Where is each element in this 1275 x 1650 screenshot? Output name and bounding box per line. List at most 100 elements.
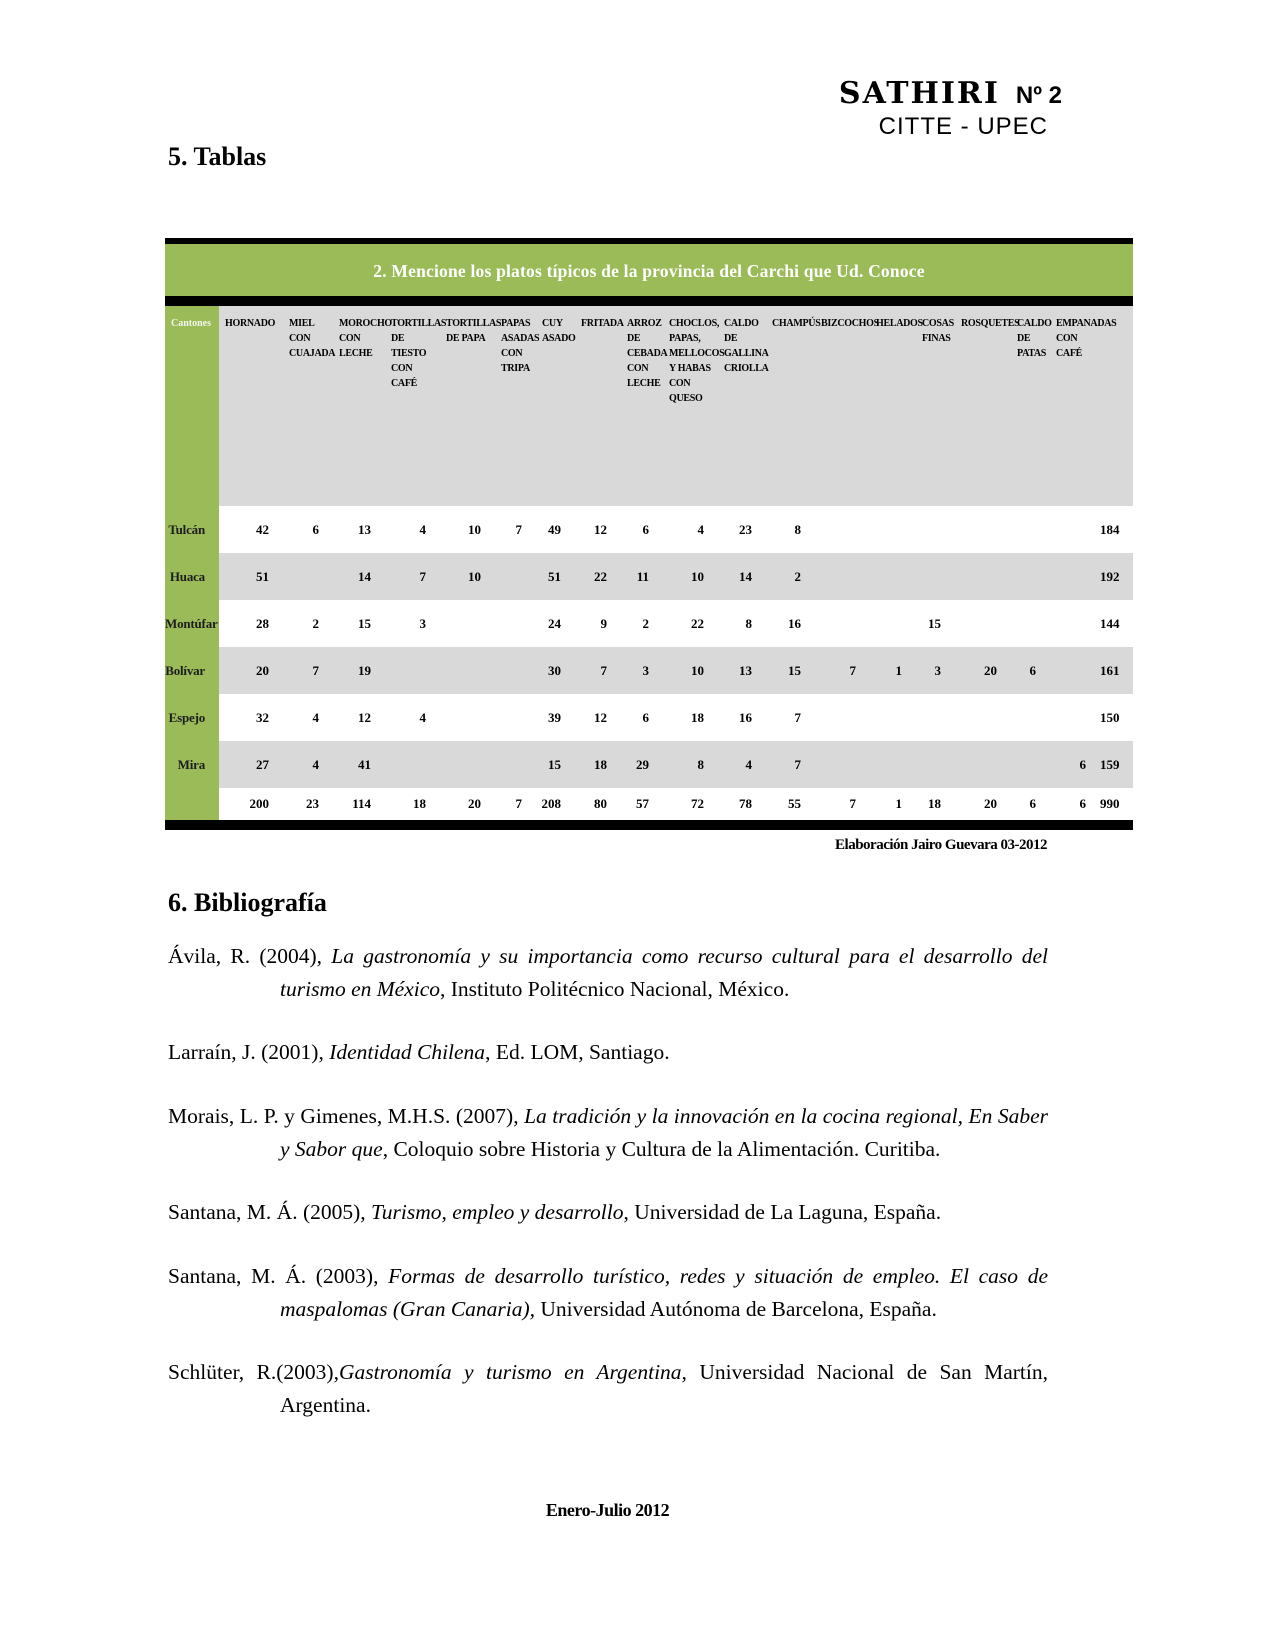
column-total-cell: 6 bbox=[1050, 788, 1100, 820]
data-cell: 4 bbox=[283, 694, 333, 741]
data-cell: 18 bbox=[663, 694, 718, 741]
column-header: HORNADO bbox=[219, 306, 283, 506]
data-cell bbox=[815, 694, 870, 741]
data-cell bbox=[870, 741, 916, 788]
data-cell bbox=[955, 506, 1011, 553]
row-label: Huaca bbox=[165, 553, 219, 600]
data-cell: 6 bbox=[283, 506, 333, 553]
data-cell: 13 bbox=[333, 506, 385, 553]
data-cell: 20 bbox=[219, 647, 283, 694]
bib-text: Larraín, J. (2001), bbox=[168, 1040, 330, 1065]
data-cell bbox=[955, 694, 1011, 741]
data-cell: 7 bbox=[385, 553, 440, 600]
data-cell: 3 bbox=[916, 647, 955, 694]
row-total-cell: 150 bbox=[1100, 694, 1133, 741]
data-cell bbox=[955, 553, 1011, 600]
running-head: SATHIRI Nº 2 CITTE - UPEC bbox=[839, 76, 1062, 141]
row-label bbox=[165, 788, 219, 820]
data-cell: 41 bbox=[333, 741, 385, 788]
data-cell bbox=[916, 553, 955, 600]
header-row: Cantones HORNADO MIEL CON CUAJADA MOROCHO C… bbox=[165, 306, 1133, 506]
data-cell: 20 bbox=[955, 647, 1011, 694]
data-cell: 6 bbox=[1050, 741, 1100, 788]
data-cell bbox=[495, 647, 536, 694]
data-cell: 1 bbox=[870, 647, 916, 694]
data-cell bbox=[916, 741, 955, 788]
bib-text: Universidad Nacional de San Martín, Arge… bbox=[280, 1360, 1048, 1418]
column-total-cell: 208 bbox=[536, 788, 575, 820]
data-cell: 7 bbox=[283, 647, 333, 694]
data-cell bbox=[870, 506, 916, 553]
data-cell: 3 bbox=[621, 647, 663, 694]
column-total-cell: 6 bbox=[1011, 788, 1050, 820]
data-cell: 23 bbox=[718, 506, 766, 553]
bibliography: Ávila, R. (2004), La gastronomía y su im… bbox=[168, 940, 1048, 1453]
column-total-cell: 114 bbox=[333, 788, 385, 820]
data-cell bbox=[955, 741, 1011, 788]
data-cell bbox=[815, 741, 870, 788]
column-header: CUY ASADO bbox=[536, 306, 576, 506]
bib-text: , Universidad de La Laguna, España. bbox=[623, 1200, 942, 1225]
issue-number: Nº 2 bbox=[1015, 82, 1062, 109]
institution-name: CITTE - UPEC bbox=[878, 113, 1048, 140]
column-total-cell: 57 bbox=[621, 788, 663, 820]
bib-work-title: Gastronomía y turismo en Argentina, bbox=[338, 1360, 687, 1385]
table-row: Mira 27 4 41 15 18 29 8 4 7 6 159 bbox=[165, 741, 1133, 788]
table-credit: Elaboración Jairo Guevara 03-2012 bbox=[835, 837, 1047, 853]
data-cell bbox=[385, 741, 440, 788]
column-total-cell: 7 bbox=[815, 788, 870, 820]
data-cell: 10 bbox=[440, 553, 495, 600]
column-total-cell: 20 bbox=[440, 788, 495, 820]
data-cell: 15 bbox=[333, 600, 385, 647]
data-cell bbox=[495, 694, 536, 741]
column-total-cell: 18 bbox=[916, 788, 955, 820]
data-cell bbox=[283, 553, 333, 600]
column-header: BIZCOCHOS bbox=[815, 306, 879, 506]
data-cell: 15 bbox=[536, 741, 575, 788]
data-cell: 42 bbox=[219, 506, 283, 553]
data-cell: 3 bbox=[385, 600, 440, 647]
data-cell: 4 bbox=[385, 506, 440, 553]
data-cell: 51 bbox=[219, 553, 283, 600]
data-cell: 18 bbox=[575, 741, 621, 788]
section-heading-bibliografia: 6. Bibliografía bbox=[168, 888, 327, 917]
column-total-cell: 78 bbox=[718, 788, 766, 820]
table-title-separator bbox=[165, 296, 1133, 306]
bibliography-entry: Schlüter, R.(2003),Gastronomía y turismo… bbox=[168, 1356, 1048, 1421]
bib-text: Santana, M. Á. (2003), bbox=[168, 1264, 389, 1289]
data-cell bbox=[815, 553, 870, 600]
table-top-border bbox=[165, 238, 1133, 244]
data-cell: 14 bbox=[718, 553, 766, 600]
bib-text: , Instituto Politécnico Nacional, México… bbox=[440, 976, 790, 1001]
data-cell: 10 bbox=[663, 553, 718, 600]
column-header: HELADOS bbox=[870, 306, 923, 506]
data-cell: 4 bbox=[385, 694, 440, 741]
data-cell bbox=[440, 647, 495, 694]
column-header: FRITADA bbox=[575, 306, 624, 506]
bibliography-entry: Santana, M. Á. (2005), Turismo, empleo y… bbox=[168, 1196, 1048, 1229]
data-cell bbox=[1050, 600, 1100, 647]
data-cell: 15 bbox=[916, 600, 955, 647]
data-cell bbox=[1011, 506, 1050, 553]
data-cell bbox=[1050, 553, 1100, 600]
row-label: Montúfar bbox=[165, 600, 219, 647]
data-cell: 28 bbox=[219, 600, 283, 647]
data-cell bbox=[440, 741, 495, 788]
column-total-cell: 18 bbox=[385, 788, 440, 820]
data-cell bbox=[870, 694, 916, 741]
data-cell bbox=[1011, 741, 1050, 788]
table-row: Tulcán 42 6 13 4 10 7 49 12 6 4 23 8 184 bbox=[165, 506, 1133, 553]
row-total-cell: 159 bbox=[1100, 741, 1133, 788]
data-cell bbox=[1050, 647, 1100, 694]
data-cell bbox=[955, 600, 1011, 647]
data-cell: 16 bbox=[766, 600, 815, 647]
data-cell: 7 bbox=[575, 647, 621, 694]
column-total-cell: 1 bbox=[870, 788, 916, 820]
survey-table: 2. Mencione los platos típicos de la pro… bbox=[165, 238, 1133, 854]
table-title: 2. Mencione los platos típicos de la pro… bbox=[165, 244, 1133, 296]
journal-title-line: SATHIRI Nº 2 bbox=[839, 76, 1062, 111]
data-cell bbox=[440, 694, 495, 741]
data-cell bbox=[1011, 553, 1050, 600]
row-label: Mira bbox=[165, 741, 219, 788]
data-cell: 14 bbox=[333, 553, 385, 600]
